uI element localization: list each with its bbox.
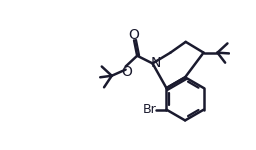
Text: O: O [129,28,140,42]
Text: Br: Br [143,103,156,116]
Text: O: O [121,65,132,79]
Text: N: N [151,56,161,70]
